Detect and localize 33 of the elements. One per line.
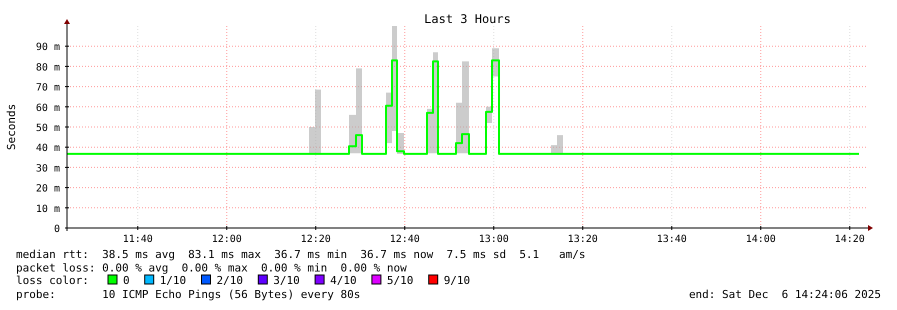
y-tick-label: 10 m <box>36 204 60 215</box>
y-tick-label: 80 m <box>36 62 60 74</box>
y-tick-label: 60 m <box>36 102 60 114</box>
x-tick-label: 14:00 <box>746 234 776 245</box>
legend-label: 0 <box>123 274 130 287</box>
y-tick-label: 20 m <box>36 184 60 195</box>
x-tick-label: 12:40 <box>390 234 420 245</box>
y-tick-label: 70 m <box>36 82 60 94</box>
legend-label: 3/10 <box>273 274 300 287</box>
legend-label: 1/10 <box>160 274 186 287</box>
text: probe: 10 ICMP Echo Pings (56 Bytes) every 80s <box>16 288 360 301</box>
legend-label: 9/10 <box>444 274 470 287</box>
x-tick-label: 13:40 <box>656 234 687 245</box>
text: median rtt: 38.5 ms avg 83.1 ms max 36.7 ms min 36.7 ms now 7.5 ms sd 5.1 am/s <box>16 248 586 261</box>
y-tick-label: 40 m <box>36 143 60 154</box>
x-tick-label: 12:00 <box>212 234 242 245</box>
legend-title: loss color: <box>16 274 89 287</box>
text: packet loss: 0.00 % avg 0.00 % max 0.00 % min 0.00 % now <box>16 261 408 274</box>
x-tick-label: 14:20 <box>834 234 865 245</box>
legend-label: 2/10 <box>216 274 243 287</box>
legend-label: 4/10 <box>330 274 357 287</box>
x-tick-label: 13:20 <box>568 234 598 245</box>
y-tick-label: 0 <box>54 224 60 235</box>
x-tick-label: 11:40 <box>122 234 153 245</box>
text: end: Sat Dec 6 14:24:06 2025 <box>688 288 881 301</box>
legend-label: 5/10 <box>386 274 414 287</box>
y-tick-label: 30 m <box>36 163 60 174</box>
y-axis-title: Seconds <box>5 104 18 150</box>
x-tick-label: 13:00 <box>478 234 509 245</box>
y-tick-label: 90 m <box>36 42 60 54</box>
x-tick-label: 12:20 <box>300 234 331 245</box>
y-tick-label: 50 m <box>36 123 60 134</box>
chart-title: Last 3 Hours <box>424 12 511 26</box>
